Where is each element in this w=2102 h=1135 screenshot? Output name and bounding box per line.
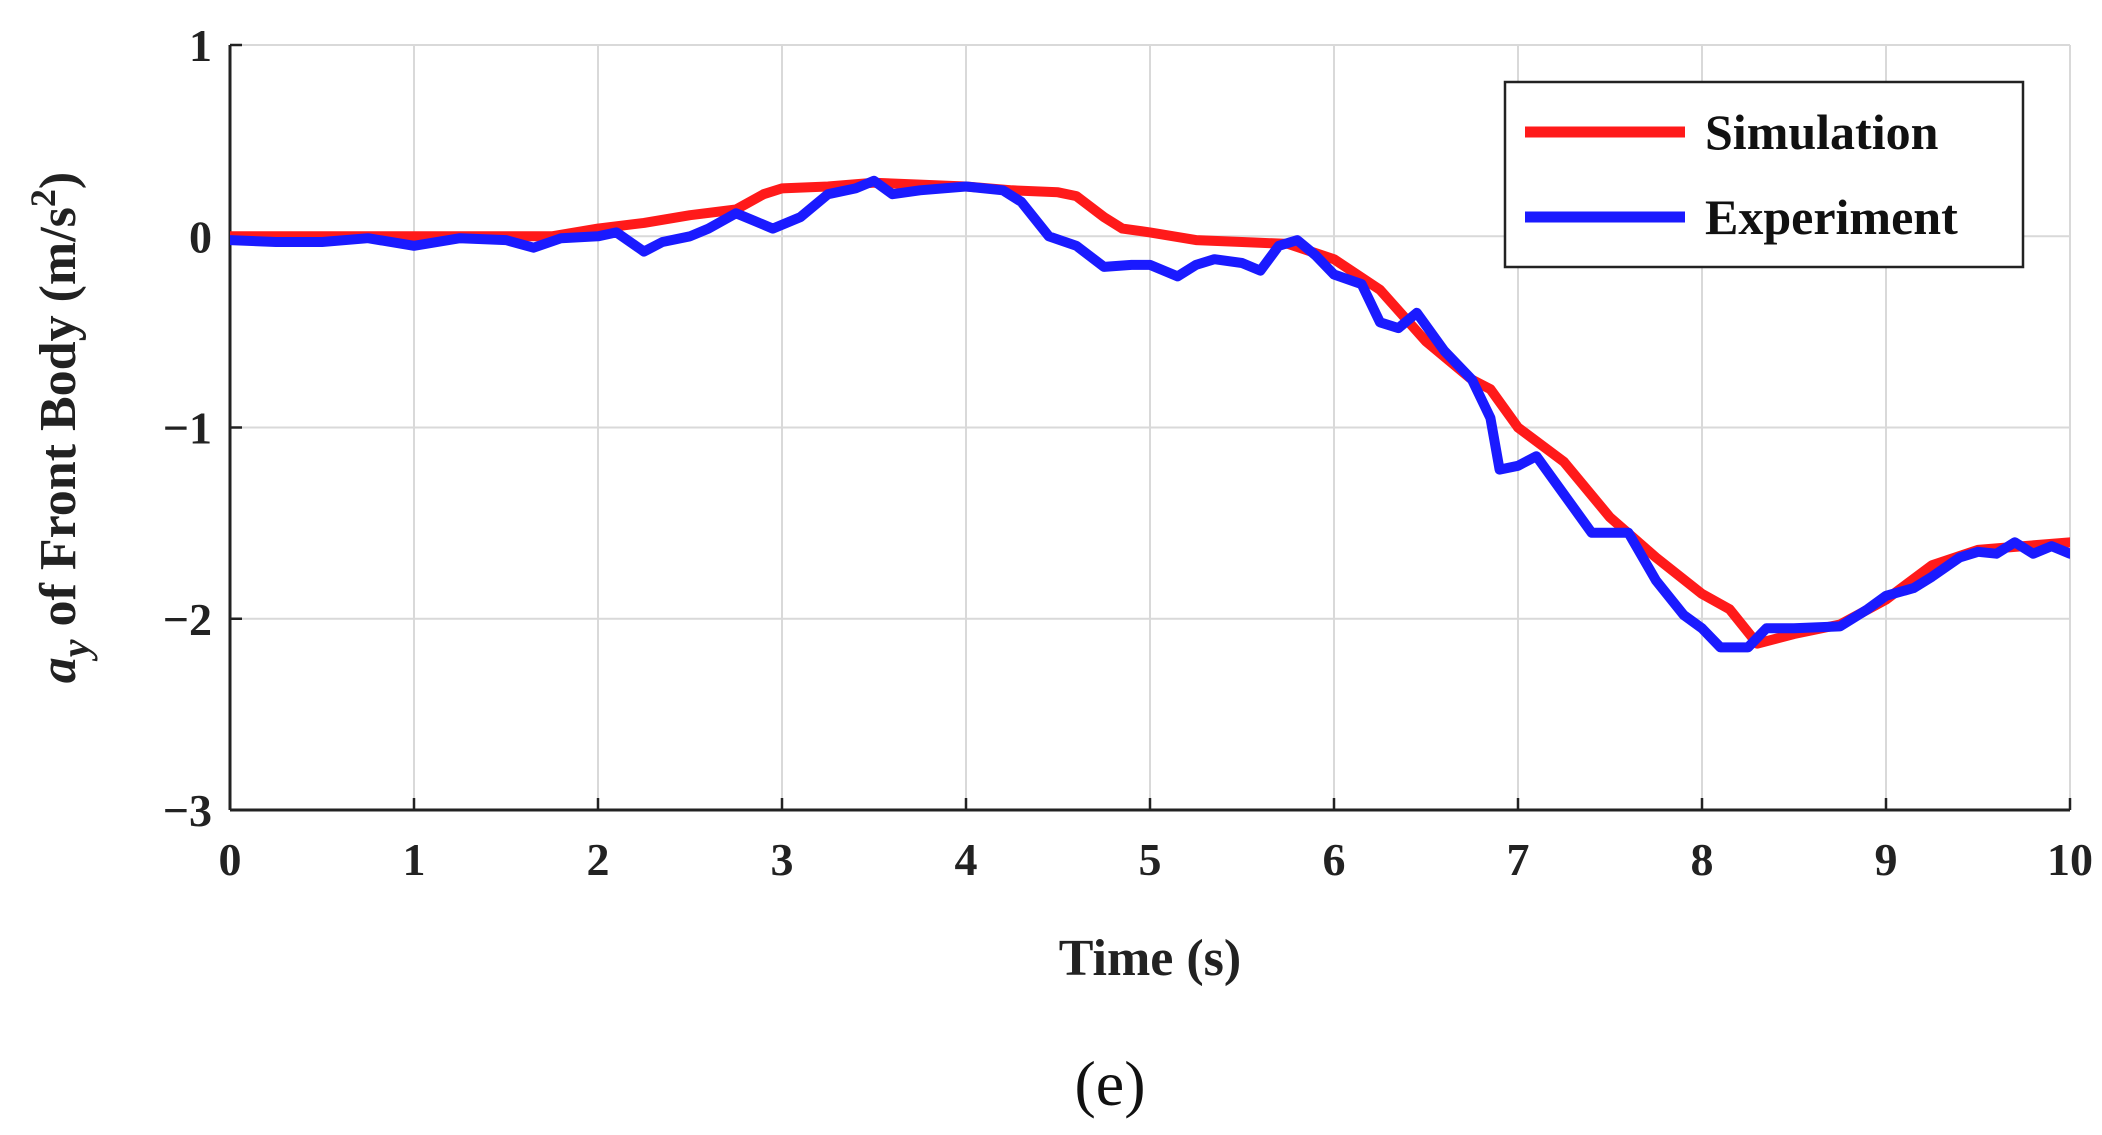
panel-label: (e) bbox=[1074, 1048, 1145, 1119]
y-tick-label: 0 bbox=[189, 211, 212, 262]
series-lines bbox=[230, 175, 2070, 653]
y-tick-label: −2 bbox=[163, 594, 212, 645]
y-axis-label-text: of Front Body (m/s bbox=[30, 207, 87, 639]
y-tick-label: 1 bbox=[189, 20, 212, 71]
legend-box bbox=[1503, 80, 2025, 269]
x-tick-label: 2 bbox=[587, 834, 610, 885]
y-tick-label: −1 bbox=[163, 403, 212, 454]
y-axis-label: ay of Front Body (m/s2) bbox=[23, 172, 98, 683]
y-axis-label-subscript: y bbox=[53, 639, 98, 661]
x-tick-label: 4 bbox=[955, 834, 978, 885]
x-tick-label: 10 bbox=[2047, 834, 2093, 885]
x-tick-label: 1 bbox=[403, 834, 426, 885]
x-tick-label: 3 bbox=[771, 834, 794, 885]
x-tick-label: 9 bbox=[1875, 834, 1898, 885]
legend-label-simulation: Simulation bbox=[1705, 104, 1939, 160]
y-tick-label: −3 bbox=[163, 785, 212, 836]
axes bbox=[228, 43, 2072, 812]
x-tick-label: 8 bbox=[1691, 834, 1714, 885]
legend-label-experiment: Experiment bbox=[1705, 189, 1958, 245]
x-axis-label: Time (s) bbox=[1059, 930, 1241, 987]
y-axis-label-close: ) bbox=[30, 172, 87, 189]
y-axis-label-superscript: 2 bbox=[23, 189, 63, 207]
series-line-experiment bbox=[230, 175, 2070, 653]
legend: Simulation Experiment bbox=[1503, 80, 2025, 269]
x-tick-label: 5 bbox=[1139, 834, 1162, 885]
x-tick-label: 0 bbox=[219, 834, 242, 885]
x-tick-label: 6 bbox=[1323, 834, 1346, 885]
y-axis-label-symbol: a bbox=[30, 657, 87, 683]
x-tick-label: 7 bbox=[1507, 834, 1530, 885]
